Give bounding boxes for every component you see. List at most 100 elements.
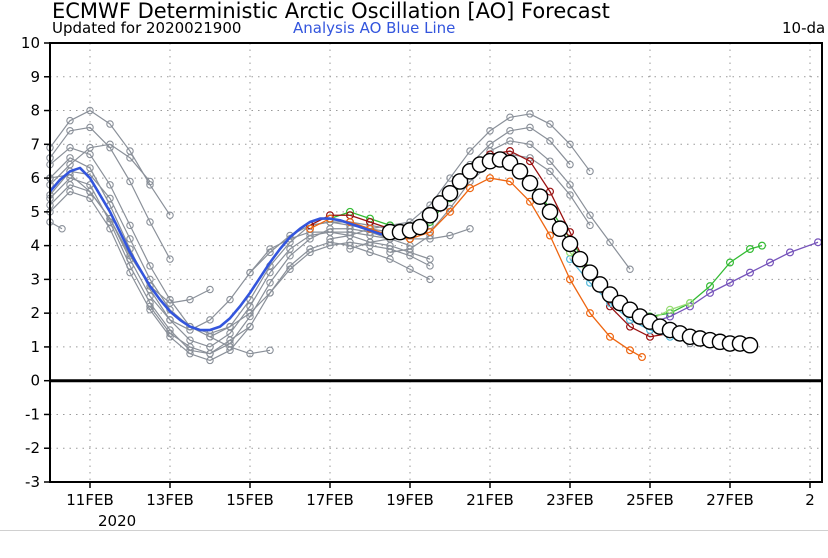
ensemble-member-point (386, 248, 394, 257)
ensemble-member-point (566, 140, 574, 149)
ensemble-member-point (106, 140, 114, 149)
ensemble-member-point (166, 255, 174, 263)
ensemble-orange-point (426, 228, 435, 237)
deterministic-forecast-point (591, 276, 609, 293)
ensemble-member-point (146, 218, 154, 226)
x-tick-label: 21FEB (466, 491, 513, 509)
x-tick-label: 15FEB (226, 491, 273, 509)
deterministic-forecast-point (521, 174, 539, 192)
ensemble-member-line (49, 221, 63, 230)
ensemble-member-point (406, 265, 414, 274)
deterministic-forecast-point (541, 203, 559, 221)
ensemble-member-point (86, 187, 94, 196)
ensemble-green-point (725, 258, 734, 267)
ensemble-member-point (446, 231, 454, 240)
x-tick-label: 11FEB (66, 491, 113, 509)
ensemble-member-line (49, 147, 410, 338)
ensemble-orange-point (605, 332, 614, 341)
ensemble-member-point (586, 167, 594, 176)
x-tick-label: 25FEB (626, 491, 673, 509)
ensemble-member-point (146, 302, 154, 311)
ensemble-member-point (506, 113, 514, 122)
ensemble-orange-point (466, 184, 475, 193)
ensemble-member-point (266, 279, 274, 287)
ensemble-darkred-point (506, 147, 515, 156)
y-tick-label: 0 (30, 372, 40, 390)
deterministic-forecast-point (581, 264, 599, 281)
ensemble-member-point (426, 262, 434, 270)
corner-label: 10-da (782, 19, 825, 37)
ensemble-member-point (326, 235, 334, 243)
ensemble-orange-point (585, 309, 594, 318)
x-tick-label: 23FEB (546, 491, 593, 509)
ensemble-member-point (106, 194, 114, 203)
ensemble-member-point (426, 275, 434, 284)
ensemble-orange-point (446, 207, 455, 216)
y-tick-label: 3 (30, 270, 40, 288)
ensemble-member-point (166, 299, 174, 307)
ensemble-member-point (126, 177, 134, 186)
ensemble-member-point (246, 349, 254, 358)
ensemble-member-point (126, 221, 134, 230)
ensemble-member-point (486, 127, 494, 135)
ensemble-member-point (66, 127, 74, 135)
ensemble-member-line (209, 336, 271, 355)
ensemble-member-point (106, 224, 114, 233)
y-tick-label: 6 (30, 169, 40, 187)
ensemble-member-point (546, 157, 554, 165)
y-tick-label: -1 (25, 405, 40, 423)
chart-subtitle: Updated for 2020021900 (52, 19, 241, 37)
deterministic-forecast-point (421, 206, 439, 224)
ensemble-member-point (106, 181, 114, 189)
chart-title: ECMWF Deterministic Arctic Oscillation [… (52, 0, 610, 23)
ensemble-member-point (506, 127, 514, 135)
ensemble-green-point (757, 241, 766, 250)
ensemble-member-point (606, 238, 614, 246)
ensemble-member-point (366, 238, 374, 246)
ensemble-orange-point (625, 346, 634, 355)
ensemble-member-point (586, 221, 594, 230)
analysis-ao-line (49, 166, 400, 332)
ensemble-orange-point (565, 275, 574, 284)
deterministic-forecast-point (411, 218, 429, 236)
ensemble-orange-point (525, 197, 534, 206)
plot-frame (49, 42, 823, 483)
ensemble-member-point (146, 292, 154, 301)
ensemble-member-point (146, 181, 154, 189)
ensemble-purple-line (649, 241, 819, 324)
ensemble-member-point (406, 245, 414, 253)
ensemble-purple-point (765, 258, 774, 267)
ensemble-member-point (546, 120, 554, 128)
ensemble-member-point (566, 191, 574, 199)
ensemble-member-point (526, 140, 534, 149)
ensemble-member-point (546, 167, 554, 176)
ensemble-member-point (206, 333, 214, 341)
x-tick-label: 27FEB (706, 491, 753, 509)
ensemble-member-point (286, 265, 294, 274)
y-tick-label: 10 (21, 34, 40, 52)
y-tick-label: 9 (30, 68, 40, 86)
deterministic-forecast-point (451, 173, 469, 190)
y-tick-label: 2 (30, 304, 40, 322)
ensemble-member-point (526, 110, 534, 118)
ensemble-member-point (226, 295, 234, 304)
ensemble-darkred-point (545, 187, 554, 196)
ensemble-orange-point (486, 174, 495, 183)
ensemble-member-point (58, 224, 66, 233)
ensemble-member-point (126, 154, 134, 162)
ensemble-member-line (49, 174, 211, 304)
x-tick-label: 17FEB (306, 491, 353, 509)
ensemble-member-point (266, 346, 274, 355)
ensemble-member-point (66, 181, 74, 189)
deterministic-forecast-point (571, 250, 589, 268)
y-tick-label: 4 (30, 237, 40, 255)
ensemble-purple-point (725, 278, 734, 287)
ensemble-lightgreen-point (685, 299, 694, 308)
ensemble-member-point (306, 248, 314, 257)
ensemble-member-point (226, 343, 234, 351)
ensemble-purple-point (705, 288, 714, 297)
ensemble-member-point (586, 211, 594, 219)
ensemble-lightgreen-point (665, 305, 674, 314)
ensemble-member-point (146, 177, 154, 186)
ensemble-member-point (146, 282, 154, 290)
